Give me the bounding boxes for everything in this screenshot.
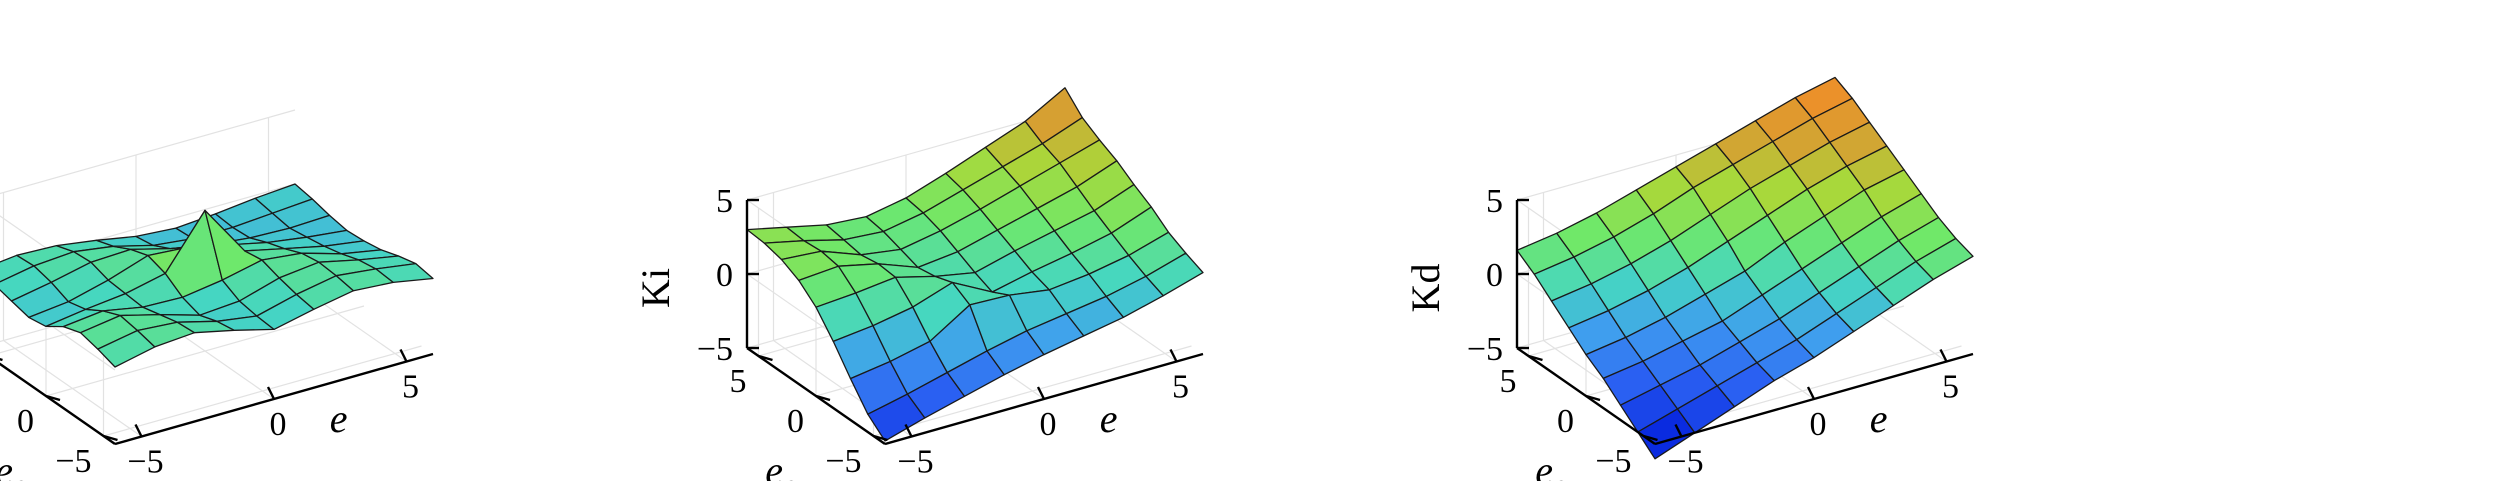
ki-x-tick-label: 5	[1172, 369, 1189, 406]
kd-x-tick-label: −5	[1667, 444, 1703, 481]
kp-y-tick-label: −5	[55, 443, 91, 480]
ki-surface-panel: 50−550−5−505 Ki ec e	[633, 88, 1203, 481]
kp-x-tick-label: 0	[270, 406, 287, 443]
kp-x-tick-label: −5	[127, 444, 163, 481]
ki-z-tick-label: −5	[697, 331, 733, 368]
kd-y-tick-label: 0	[1557, 403, 1574, 440]
kp-y-tick-label: 0	[17, 403, 34, 440]
kd-surface-panel: 50−550−5−505 Kd ec e	[1403, 77, 1973, 481]
kd-y-tick-label: −5	[1595, 443, 1631, 480]
kd-y-tick-label: 5	[1500, 363, 1517, 400]
ki-y-tick-label: −5	[825, 443, 861, 480]
ki-x-tick-label: 0	[1040, 406, 1057, 443]
kd-x-tick-label: 5	[1942, 369, 1959, 406]
kd-x-tick-label: 0	[1810, 406, 1827, 443]
ki-zlabel: Ki	[633, 268, 678, 308]
kd-ylabel: ec	[1535, 448, 1566, 481]
ki-xlabel: e	[1100, 396, 1118, 441]
ki-z-tick-label: 5	[716, 183, 733, 220]
kp-ylabel: ec	[0, 448, 26, 481]
ki-x-tick-label: −5	[897, 444, 933, 481]
ki-z-tick-label: 0	[716, 257, 733, 294]
kp-xlabel: e	[330, 396, 348, 441]
ki-ylabel: ec	[765, 448, 796, 481]
kd-z-tick-label: −5	[1467, 331, 1503, 368]
ki-y-tick-label: 0	[787, 403, 804, 440]
kp-surface-panel: 50−550−5−505 Kp ec e	[0, 110, 433, 481]
kd-z-tick-label: 5	[1486, 183, 1503, 220]
kp-y-tick	[0, 356, 3, 360]
kp-grid-line	[0, 110, 295, 200]
kd-z-tick-label: 0	[1486, 257, 1503, 294]
kp-x-tick-label: 5	[402, 369, 419, 406]
ki-y-tick-label: 5	[730, 363, 747, 400]
kd-zlabel: Kd	[1403, 264, 1448, 313]
kd-xlabel: e	[1870, 396, 1888, 441]
